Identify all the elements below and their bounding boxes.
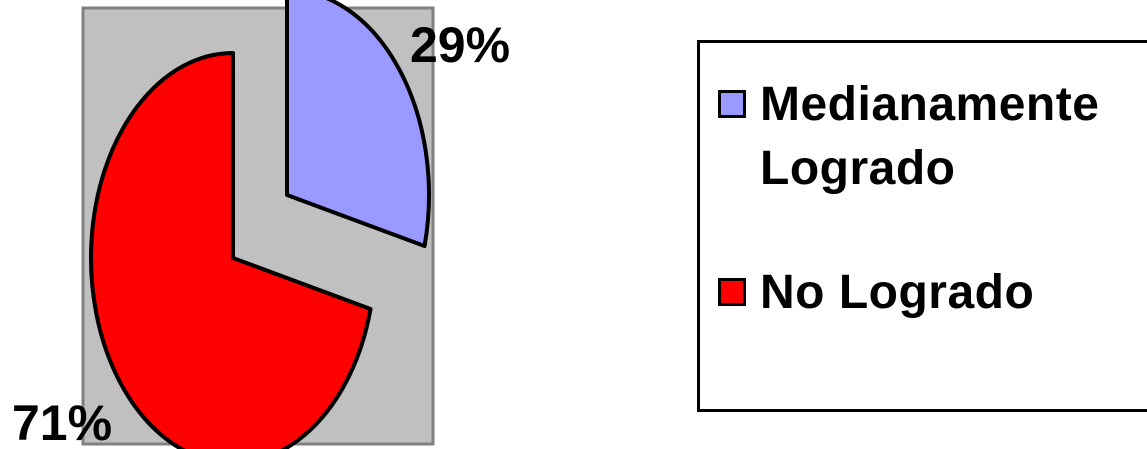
pie-slice-no-logrado xyxy=(89,51,373,449)
data-label-no-logrado: 71% xyxy=(12,395,112,449)
legend-item-no-logrado: No Logrado xyxy=(718,261,1140,325)
legend-label-no-logrado: No Logrado xyxy=(760,266,1035,319)
legend: Medianamente Logrado No Logrado xyxy=(697,40,1147,412)
pie-slice-medianamente-logrado xyxy=(285,0,431,248)
legend-swatch-no-logrado xyxy=(718,278,746,306)
legend-swatch-medianamente-logrado xyxy=(718,90,746,118)
data-label-medianamente-logrado: 29% xyxy=(410,17,510,73)
legend-item-medianamente-logrado: Medianamente Logrado xyxy=(718,73,1140,201)
legend-label-medianamente-logrado: Medianamente Logrado xyxy=(760,78,1100,195)
pie-slices xyxy=(89,0,431,449)
